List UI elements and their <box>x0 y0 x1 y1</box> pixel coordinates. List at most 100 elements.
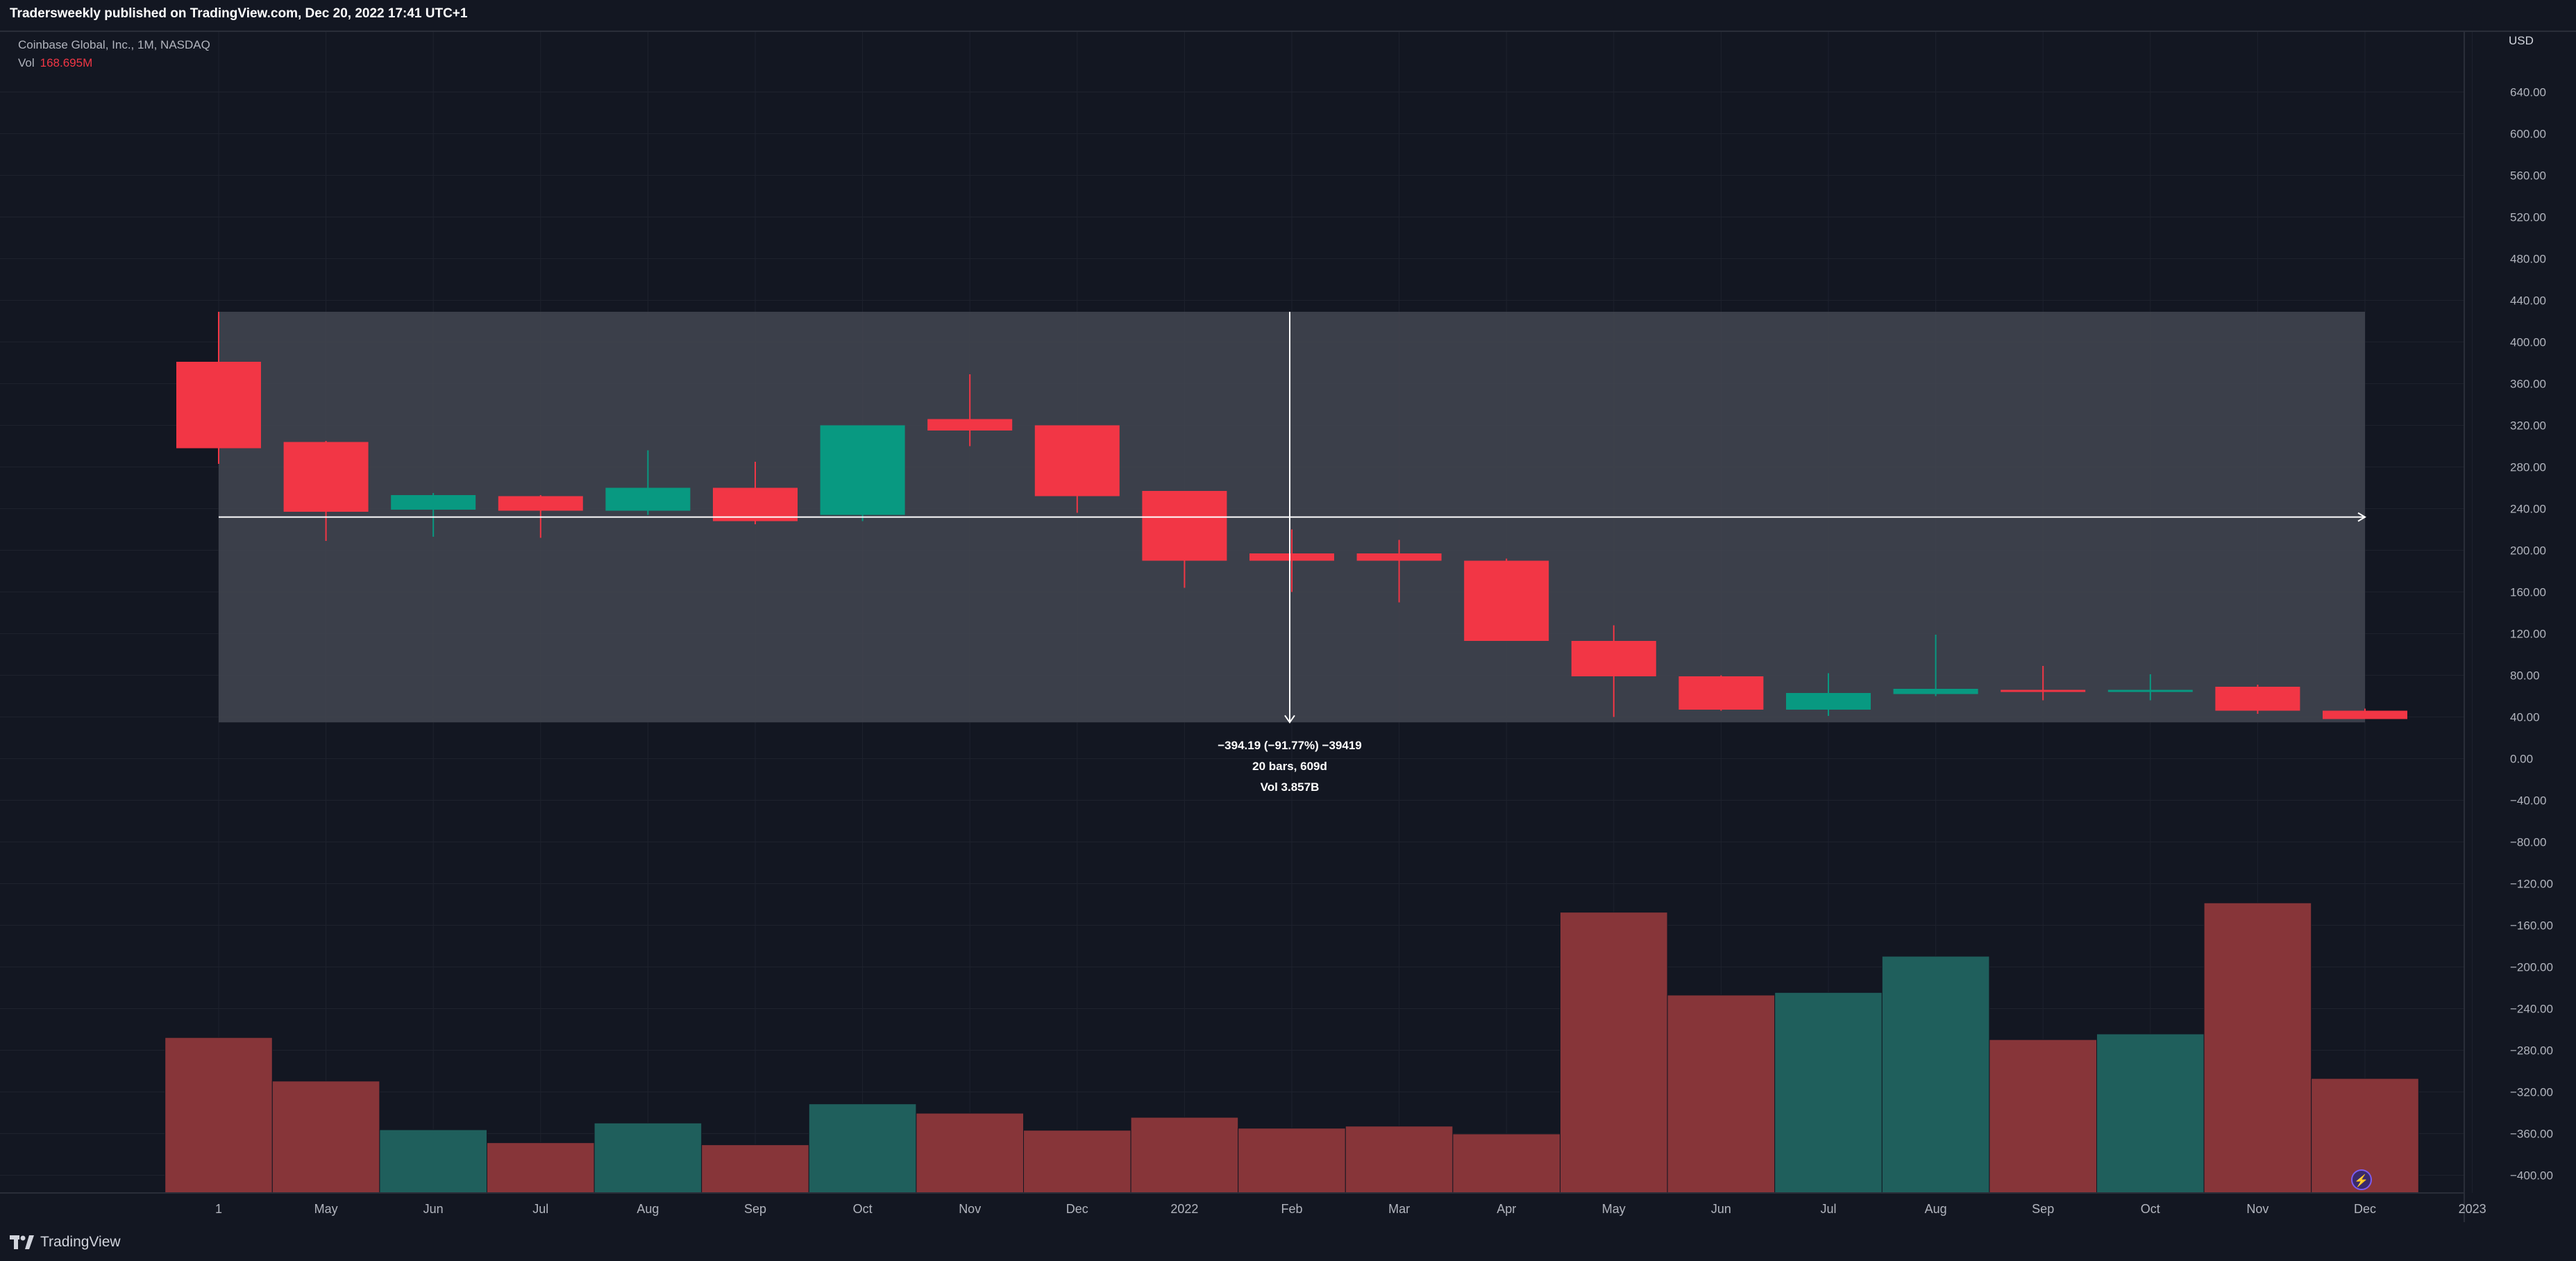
candles <box>176 312 2407 719</box>
volume-bar <box>1667 994 1776 1194</box>
price-tick-label: −80.00 <box>2510 836 2546 849</box>
price-tick-label: 640.00 <box>2510 86 2546 99</box>
volume-bar <box>1774 992 1883 1194</box>
price-tick-label: 560.00 <box>2510 169 2546 183</box>
price-tick-label: 0.00 <box>2510 753 2533 766</box>
candle-body <box>1464 560 1549 641</box>
tradingview-logo-icon <box>10 1235 34 1249</box>
price-tick-label: 120.00 <box>2510 628 2546 641</box>
price-tick-label: 480.00 <box>2510 253 2546 266</box>
volume-bar <box>165 1037 273 1194</box>
volume-bar <box>916 1112 1025 1194</box>
time-tick-label: Jul <box>1820 1202 1836 1216</box>
time-tick-label: Jul <box>532 1202 548 1216</box>
time-tick-label: May <box>1602 1202 1626 1216</box>
price-tick-label: −40.00 <box>2510 794 2546 808</box>
price-axis: 640.00 600.00 560.00 520.00 480.00 440.00 400.… <box>2464 32 2553 1222</box>
time-tick-label: Oct <box>2141 1202 2160 1216</box>
price-tick-label: −160.00 <box>2510 919 2553 933</box>
candle-body <box>176 362 261 449</box>
volume-bar <box>1345 1126 1454 1194</box>
price-tick-label: 400.00 <box>2510 336 2546 349</box>
measure-right-arrow <box>2357 512 2366 522</box>
bolt-icon-bg[interactable] <box>2351 1169 2372 1190</box>
price-tick-label: 320.00 <box>2510 419 2546 433</box>
chart-svg[interactable]: 640.00 600.00 560.00 520.00 480.00 440.00 400.… <box>0 32 2576 1222</box>
volume-bar <box>808 1103 917 1194</box>
time-tick-label: Dec <box>1066 1202 1088 1216</box>
bolt-icon: ⚡ <box>2354 1174 2368 1188</box>
time-tick-label: Aug <box>1925 1202 1947 1216</box>
candle-body <box>1034 425 1120 496</box>
volume-bar <box>1238 1128 1346 1194</box>
time-tick-label: Sep <box>2032 1202 2054 1216</box>
volume-bar <box>1130 1117 1239 1194</box>
volume-bar <box>1989 1039 2097 1194</box>
measure-bars-label: 20 bars, 609d <box>1252 760 1327 773</box>
price-tick-label: −240.00 <box>2510 1003 2553 1016</box>
time-tick-label: Nov <box>959 1202 981 1216</box>
volume-bar <box>1560 912 1668 1194</box>
chart-legend: Coinbase Global, Inc., 1M, NASDAQ Vol 168… <box>18 36 210 72</box>
symbol-title: Coinbase Global, Inc., 1M, NASDAQ <box>18 38 210 51</box>
price-tick-label: −320.00 <box>2510 1086 2553 1099</box>
publish-header: Tradersweekly published on TradingView.c… <box>0 0 2576 32</box>
volume-bar <box>1023 1130 1131 1194</box>
candle-body <box>1893 689 1978 694</box>
price-tick-label: −360.00 <box>2510 1128 2553 1141</box>
price-tick-label: −200.00 <box>2510 961 2553 974</box>
measure-lines <box>219 312 2366 724</box>
price-tick-label: 200.00 <box>2510 544 2546 558</box>
time-tick-label: Mar <box>1388 1202 1410 1216</box>
candle-body <box>605 487 691 511</box>
volume-bar <box>379 1129 488 1194</box>
candle-body <box>820 425 905 515</box>
candle-body <box>1678 676 1764 710</box>
price-tick-label: 360.00 <box>2510 378 2546 391</box>
volume-bars <box>165 902 2419 1194</box>
candle-body <box>927 419 1013 431</box>
measure-change-label: −394.19 (−91.77%) −39419 <box>1218 739 1361 752</box>
publisher-text: Tradersweekly published on TradingView.c… <box>10 6 468 21</box>
candle-body <box>2215 687 2300 711</box>
volume-label: Vol <box>18 56 35 69</box>
time-tick-label: Feb <box>1281 1202 1302 1216</box>
currency-label: USD <box>2509 34 2534 47</box>
time-tick-label: Oct <box>853 1202 873 1216</box>
volume-value: 168.695M <box>40 56 93 69</box>
volume-legend: Vol 168.695M <box>18 54 210 72</box>
candle-body <box>2323 710 2407 719</box>
time-tick-label: Aug <box>637 1202 659 1216</box>
volume-bar <box>2096 1033 2205 1194</box>
time-tick-label: May <box>314 1202 338 1216</box>
candle-body <box>391 495 476 510</box>
time-axis: 1 May Jun Jul Aug Sep Oct Nov Dec 2022 Feb Mar Apr Ma… <box>0 1192 2486 1216</box>
time-tick-label: Nov <box>2246 1202 2268 1216</box>
price-tick-label: 80.00 <box>2510 669 2540 683</box>
candle-body <box>1786 693 1871 710</box>
volume-bar <box>271 1080 380 1194</box>
time-tick-label: Dec <box>2354 1202 2376 1216</box>
price-tick-label: 520.00 <box>2510 211 2546 224</box>
tradingview-logo[interactable]: TradingView <box>10 1234 121 1251</box>
price-tick-label: 600.00 <box>2510 128 2546 141</box>
footer: TradingView <box>0 1224 2576 1261</box>
candle-body <box>283 442 369 512</box>
volume-bar <box>2203 902 2312 1194</box>
candle-body <box>2107 690 2193 692</box>
volume-bar <box>701 1144 809 1194</box>
price-tick-label: 440.00 <box>2510 294 2546 308</box>
volume-bar <box>594 1122 702 1194</box>
time-tick-label: Sep <box>744 1202 766 1216</box>
volume-bar <box>487 1142 595 1194</box>
time-tick-label: 1 <box>215 1202 222 1216</box>
time-tick-label: 2023 <box>2459 1202 2486 1216</box>
price-tick-label: 280.00 <box>2510 461 2546 474</box>
volume-bar <box>1452 1133 1560 1194</box>
candle-body <box>2001 690 2086 692</box>
price-tick-label: −400.00 <box>2510 1169 2553 1183</box>
chart-area[interactable]: 640.00 600.00 560.00 520.00 480.00 440.00 400.… <box>0 32 2576 1222</box>
candle-body <box>1249 553 1334 561</box>
candle-body <box>498 496 583 511</box>
